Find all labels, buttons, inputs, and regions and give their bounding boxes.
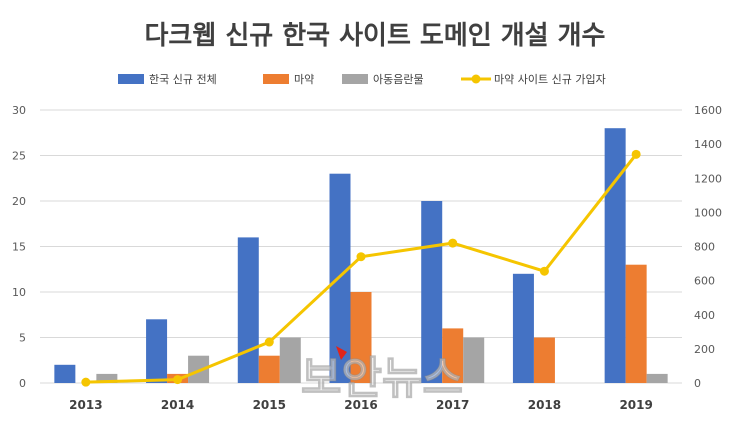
line-point [81, 378, 90, 387]
right-tick-label: 1400 [694, 138, 722, 151]
legend-label: 마약 [294, 72, 314, 86]
left-tick-label: 15 [12, 241, 26, 254]
left-tick-label: 10 [12, 286, 26, 299]
combo-chart: 0 5 10 15 20 25 30 0 200 400 600 800 1000 1200 1400 160… [0, 0, 750, 423]
line-point [173, 375, 182, 384]
legend-label: 한국 신규 전체 [149, 73, 217, 86]
line-point [448, 239, 457, 248]
line-point [632, 150, 641, 159]
chart-container: 0 5 10 15 20 25 30 0 200 400 600 800 1000 1200 1400 160… [0, 0, 750, 423]
watermark-text: 보안뉴스 [301, 353, 463, 404]
bar [647, 374, 668, 383]
bar [605, 128, 626, 383]
right-tick-label: 1000 [694, 206, 722, 219]
right-tick-label: 400 [694, 309, 715, 322]
left-tick-label: 0 [19, 377, 26, 390]
bar [463, 338, 484, 384]
bar [280, 338, 301, 384]
legend-swatch [342, 74, 368, 84]
bar [626, 265, 647, 383]
bar [54, 365, 75, 383]
right-tick-label: 600 [694, 275, 715, 288]
left-tick-label: 5 [19, 332, 26, 345]
x-tick-label: 2019 [619, 398, 652, 412]
legend-label: 아동음란물 [373, 73, 424, 86]
x-tick-label: 2018 [528, 398, 561, 412]
bar [146, 319, 167, 383]
bar [259, 356, 280, 383]
watermark: 보안뉴스 [301, 346, 463, 404]
line-point [540, 267, 549, 276]
legend-swatch [118, 74, 144, 84]
x-tick-label: 2015 [253, 398, 286, 412]
left-tick-label: 25 [12, 150, 26, 163]
line-point [265, 338, 274, 347]
right-tick-label: 1600 [694, 104, 722, 117]
legend: 한국 신규 전체 마약 아동음란물 마약 사이트 신규 가입자 [118, 72, 606, 86]
bar [238, 237, 259, 383]
left-tick-label: 20 [12, 195, 26, 208]
legend-label: 마약 사이트 신규 가입자 [494, 72, 606, 86]
legend-swatch [263, 74, 289, 84]
right-tick-label: 200 [694, 343, 715, 356]
right-tick-label: 0 [694, 377, 701, 390]
right-tick-label: 1200 [694, 172, 722, 185]
x-tick-label: 2014 [161, 398, 194, 412]
left-tick-label: 30 [12, 104, 26, 117]
chart-title: 다크웹 신규 한국 사이트 도메인 개설 개수 [145, 21, 606, 51]
line-point [357, 252, 366, 261]
x-tick-label: 2013 [69, 398, 102, 412]
right-tick-label: 800 [694, 241, 715, 254]
bar [534, 338, 555, 384]
bar [513, 274, 534, 383]
legend-marker [472, 75, 481, 84]
